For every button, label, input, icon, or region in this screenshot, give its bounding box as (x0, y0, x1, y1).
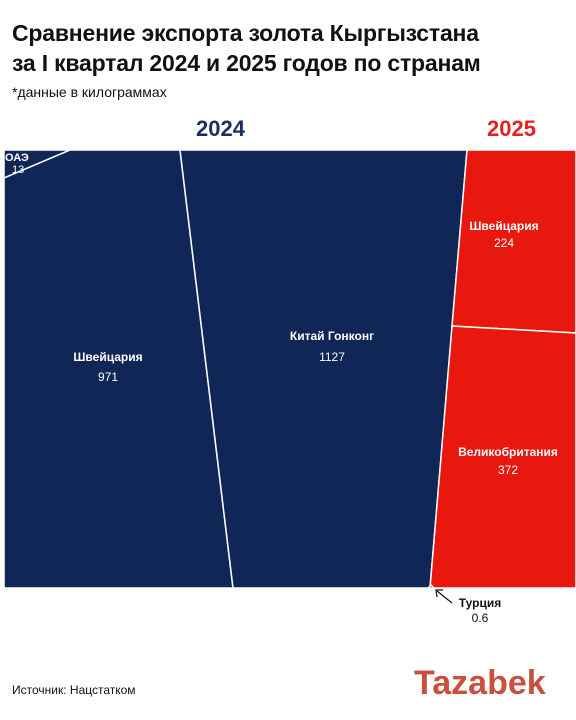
cell-2025-uk (429, 325, 576, 589)
source-note: Источник: Нацстатком (12, 683, 136, 697)
chart-subtitle: *данные в килограммах (12, 84, 167, 100)
group-label-2024: 2024 (196, 116, 245, 141)
label-2025-switzerland-value: 224 (494, 236, 514, 250)
cell-2024-uae (3, 149, 71, 180)
label-2025-uk-value: 372 (498, 463, 518, 477)
label-2024-china-hongkong-value: 1127 (319, 350, 345, 364)
label-2024-china-hongkong-name: Китай Гонконг (290, 329, 374, 343)
turkey-callout-arrowhead (435, 589, 443, 598)
cell-2025-switzerland (451, 149, 576, 334)
label-2024-switzerland-name: Швейцария (73, 350, 142, 364)
label-2025-uk-name: Великобритания (458, 445, 558, 459)
label-2025-turkey-value: 0.6 (472, 611, 489, 625)
label-2025-switzerland-name: Швейцария (469, 219, 538, 233)
label-2024-uae-value: 13 (12, 164, 24, 176)
turkey-callout-line (436, 590, 453, 604)
label-2024-switzerland-value: 971 (98, 370, 118, 384)
group-label-2025: 2025 (487, 116, 536, 141)
title-line-2: за I квартал 2024 и 2025 годов по страна… (12, 50, 481, 76)
svg-text:Tazabek: Tazabek (414, 664, 546, 702)
label-2024-uae-name: ОАЭ (5, 152, 29, 164)
label-2025-turkey-name: Турция (459, 596, 501, 610)
cell-2025-turkey (426, 583, 436, 589)
chart-title: Сравнение экспорта золота Кыргызстана за… (12, 18, 572, 78)
title-line-1: Сравнение экспорта золота Кыргызстана (12, 20, 479, 46)
tazabek-logo: Tazabek (414, 664, 546, 702)
